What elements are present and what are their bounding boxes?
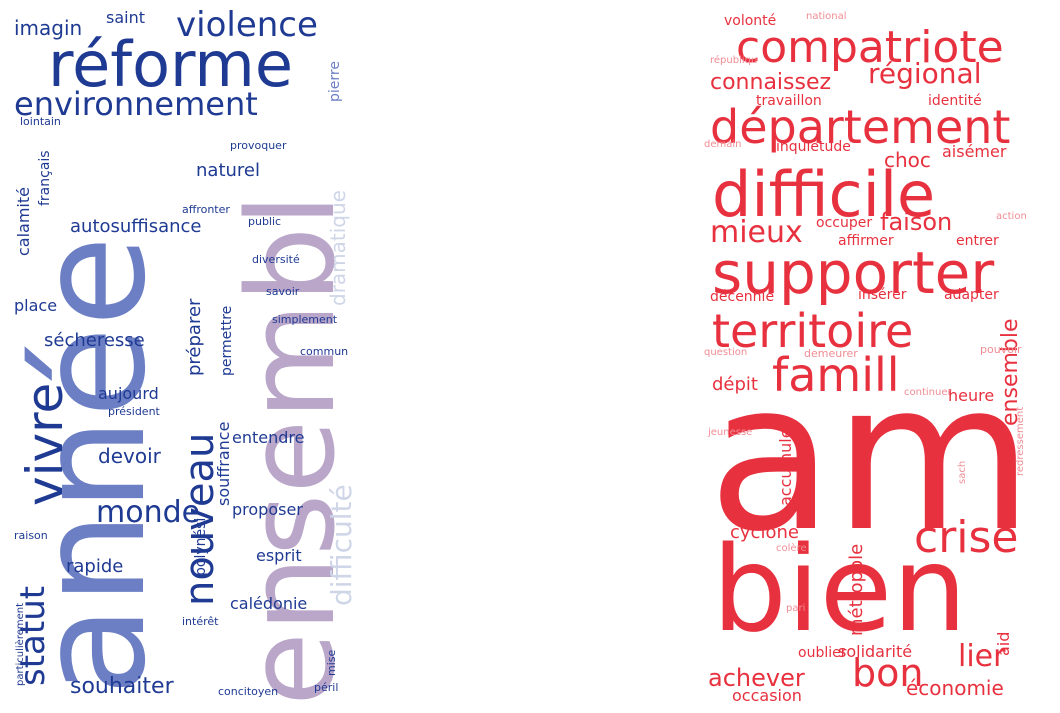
cloud-word: volonté: [724, 13, 777, 29]
cloud-word: famill: [772, 348, 900, 402]
cloud-word: particulièrement: [15, 602, 26, 686]
cloud-word: oublier: [798, 645, 847, 661]
cloud-word: faison: [880, 208, 953, 236]
cloud-word: pari: [786, 603, 806, 614]
cloud-word: monde: [96, 495, 201, 530]
cloud-word: calamité: [14, 187, 33, 256]
cloud-word: mieux: [710, 215, 803, 250]
cloud-word: régional: [868, 57, 982, 90]
cloud-word: place: [14, 296, 58, 315]
cloud-word: accumuler: [776, 421, 795, 506]
cloud-word: solidarité: [838, 642, 913, 661]
cloud-word: connaissez: [710, 70, 832, 95]
cloud-word: occuper: [816, 215, 873, 231]
cloud-word: vivre: [16, 382, 74, 506]
cloud-word: péril: [314, 681, 339, 694]
cloud-word: réforme: [48, 28, 293, 101]
cloud-word: adapter: [944, 287, 999, 303]
cloud-word: ami: [708, 339, 1045, 577]
cloud-word: aisémer: [942, 142, 1007, 161]
cloud-word: action: [996, 211, 1027, 222]
cloud-word: saint: [106, 8, 145, 27]
cloud-word: polynési: [193, 517, 209, 576]
cloud-word: imagin: [14, 16, 83, 40]
cloud-word: aid: [994, 631, 1013, 656]
cloud-word: raison: [14, 529, 48, 542]
cloud-word: bien: [712, 520, 968, 658]
cloud-word: demain: [704, 139, 742, 150]
cloud-word: rapide: [66, 556, 124, 577]
cloud-word: bon: [852, 651, 924, 695]
cloud-word: travaillon: [756, 93, 822, 109]
cloud-word: sach: [957, 460, 968, 484]
cloud-word: diversité: [252, 253, 300, 266]
cloud-word: concitoyen: [218, 685, 279, 698]
cloud-word: jeunesse: [708, 427, 753, 438]
cloud-word: préparer: [184, 298, 205, 376]
cloud-word: calédonie: [230, 594, 308, 613]
cloud-word: choc: [884, 148, 931, 172]
cloud-word: simplement: [272, 313, 338, 326]
cloud-word: redressement: [1015, 406, 1026, 476]
cloud-word: national: [806, 11, 847, 22]
cloud-word: environnement: [14, 85, 258, 123]
cloud-word: difficile: [712, 158, 936, 231]
cloud-word: dépit: [712, 374, 758, 395]
cloud-word: affirmer: [838, 233, 894, 249]
cloud-word: pouvoir: [980, 343, 1022, 356]
word-cloud-right: amibien difficile supporter département comp…: [700, 6, 1045, 706]
cloud-word: dramatique: [326, 190, 350, 306]
cloud-word: esprit: [256, 546, 302, 565]
cloud-word: pierre: [327, 61, 343, 102]
word-cloud-left: année ensembl réforme violence environnement…: [8, 6, 358, 706]
cloud-word: républiqu: [710, 55, 758, 66]
cloud-word: supporter: [712, 239, 995, 307]
cloud-word: inquiétude: [776, 139, 851, 155]
cloud-word: territoire: [712, 304, 914, 358]
cloud-word: économie: [906, 676, 1004, 700]
cloud-word: compatriote: [736, 22, 1004, 73]
cloud-word: occasion: [732, 686, 802, 705]
cloud-word: bientôt: [927, 456, 943, 506]
cloud-word: entrer: [956, 233, 999, 249]
cloud-word: identité: [928, 93, 982, 109]
cloud-word: décennie: [710, 289, 775, 305]
cloud-word: lointain: [20, 115, 61, 128]
cloud-word: continuer: [904, 387, 952, 398]
cloud-word: intérêt: [182, 615, 219, 628]
cloud-word: public: [248, 215, 282, 228]
cloud-word: aujourd: [98, 384, 159, 403]
cloud-word: savoir: [266, 285, 300, 298]
cloud-word: métropole: [846, 543, 867, 636]
cloud-word: commun: [300, 345, 349, 358]
cloud-word: colère: [776, 543, 807, 554]
cloud-word: question: [704, 347, 748, 358]
cloud-word: président: [108, 405, 160, 418]
cloud-word: cyclone: [730, 522, 799, 543]
cloud-word: devoir: [98, 444, 161, 468]
cloud-word: souffrance: [214, 421, 233, 506]
cloud-word: autosuffisance: [70, 216, 202, 237]
cloud-word: mise: [325, 649, 338, 676]
cloud-word: crise: [914, 512, 1019, 563]
cloud-word: affronter: [182, 203, 230, 216]
cloud-word: insérer: [858, 287, 907, 303]
cloud-word: entendre: [232, 428, 305, 447]
cloud-word: difficulté: [325, 484, 358, 606]
cloud-word: heure: [948, 386, 995, 405]
cloud-word: sécheresse: [44, 330, 145, 351]
cloud-word: département: [710, 100, 1011, 154]
cloud-word: achever: [708, 664, 805, 692]
cloud-word: français: [37, 150, 53, 206]
cloud-word: lier: [958, 639, 1006, 674]
cloud-word: souhaiter: [70, 674, 174, 699]
cloud-word: proposer: [232, 500, 303, 519]
cloud-word: provoquer: [230, 139, 287, 152]
cloud-word: permettre: [219, 305, 235, 376]
cloud-word: naturel: [196, 160, 260, 181]
cloud-word: violence: [176, 6, 318, 45]
cloud-word: demeurer: [804, 347, 858, 360]
